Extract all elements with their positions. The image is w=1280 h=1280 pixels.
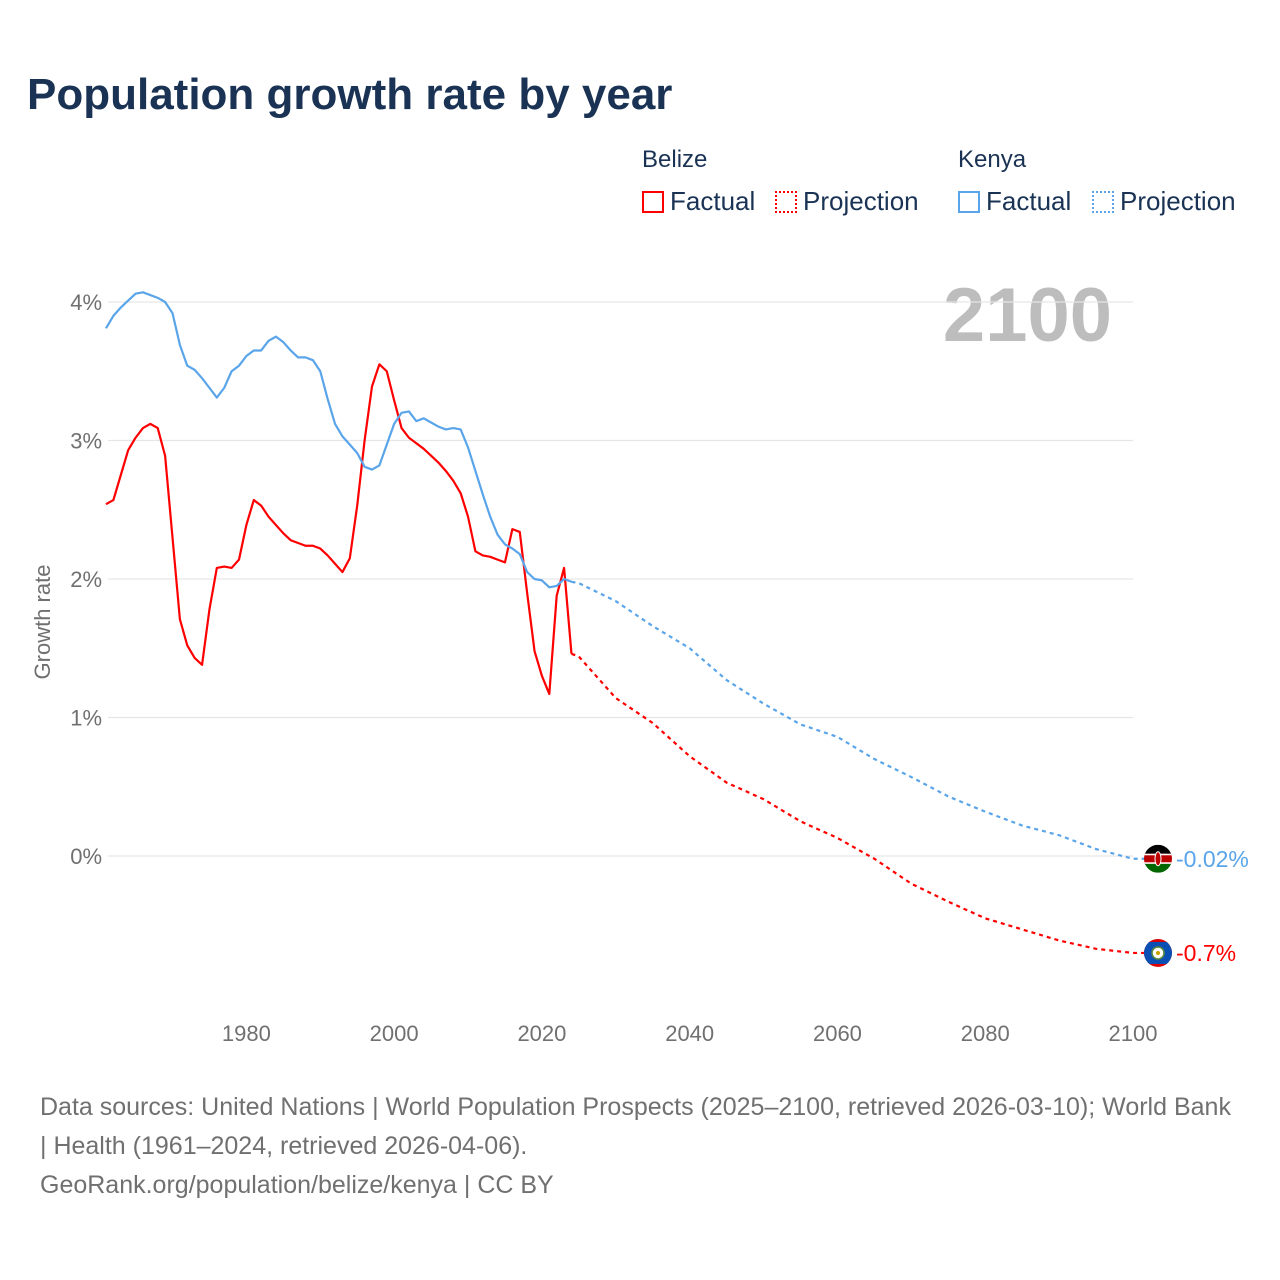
legend-label: Factual (670, 186, 756, 216)
legend-label: Projection (1120, 186, 1236, 216)
y-tick-label: 0% (70, 844, 102, 869)
legend-label: Factual (986, 186, 1072, 216)
series-line-belize-projection (571, 652, 1157, 955)
legend-country-kenya: Kenya (958, 146, 1027, 173)
current-year-label: 2100 (942, 273, 1112, 358)
y-tick-label: 1% (70, 706, 102, 731)
x-tick-label: 2020 (517, 1021, 566, 1046)
end-label-belize: -0.7% (1176, 940, 1236, 966)
y-axis-label: Growth rate (30, 565, 55, 680)
y-tick-label: 2% (70, 567, 102, 592)
kenya-flag-body (1144, 844, 1172, 873)
series-line-kenya-projection (571, 580, 1157, 860)
series-line-kenya-factual (105, 291, 572, 589)
end-label-kenya: -0.02% (1176, 846, 1249, 872)
source-link[interactable]: GeoRank.org/population/belize/kenya | CC… (40, 1171, 554, 1199)
legend-swatch (775, 190, 797, 213)
legend-belize-projection[interactable]: Projection (775, 186, 919, 217)
x-tick-label: 2080 (961, 1021, 1010, 1046)
y-tick-label: 3% (70, 429, 102, 454)
x-tick-label: 2040 (665, 1021, 714, 1046)
flag-stripe (1144, 863, 1172, 873)
x-tick-label: 2100 (1109, 1021, 1158, 1046)
flag-emblem-center (1156, 950, 1160, 955)
x-tick-label: 2060 (813, 1021, 862, 1046)
legend-swatch (1092, 190, 1114, 213)
legend-country-belize: Belize (642, 146, 708, 173)
legend-swatch (958, 190, 980, 213)
y-tick-label: 4% (70, 290, 102, 315)
chart-title: Population growth rate by year (27, 70, 673, 119)
x-tick-label: 2000 (370, 1021, 419, 1046)
belize-flag-body (1144, 938, 1172, 967)
legend-belize-factual[interactable]: Factual (642, 186, 755, 217)
series-line-belize-factual (105, 363, 573, 696)
plot-area: 0% 1% 2% 3% 4% 1980 2000 2020 2040 2060 2080 2100 Gr… (30, 290, 1249, 1046)
legend-label: Projection (803, 186, 919, 216)
legend-kenya-projection[interactable]: Projection (1092, 186, 1236, 217)
legend-swatch (642, 190, 664, 213)
legend-kenya-factual[interactable]: Factual (958, 186, 1071, 217)
footer: Data sources: United Nations | World Pop… (40, 1088, 1240, 1205)
flag-shield (1154, 851, 1162, 867)
x-tick-label: 1980 (222, 1021, 271, 1046)
belize-flag-icon (1144, 938, 1172, 967)
flag-stripe (1144, 844, 1172, 854)
kenya-flag-icon (1144, 844, 1172, 873)
data-sources: Data sources: United Nations | World Pop… (40, 1093, 1231, 1160)
